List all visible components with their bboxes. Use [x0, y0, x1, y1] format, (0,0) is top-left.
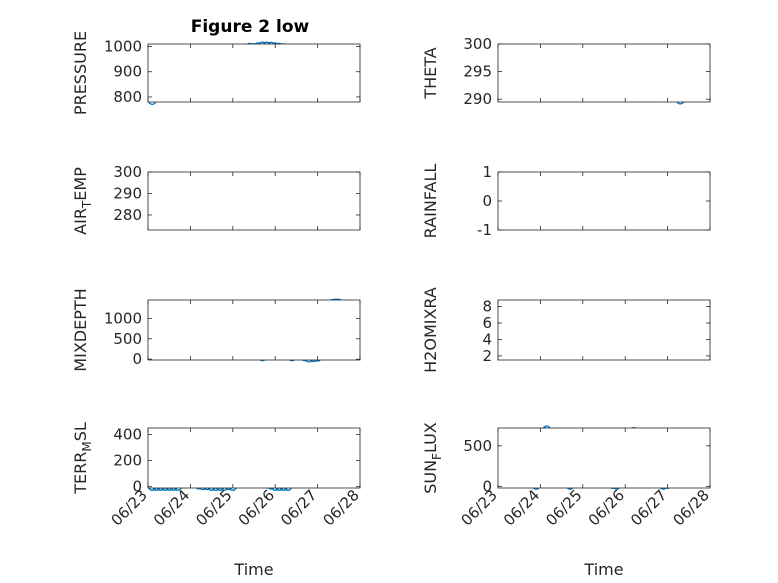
y-tick-label: 500 [113, 330, 142, 348]
y-tick-label: 900 [113, 63, 142, 81]
subplot-air-temp: 280 290 300 AIRTEMP [71, 163, 361, 235]
y-axis-label: TERRMSL [71, 422, 94, 495]
axes-frame [497, 171, 711, 231]
y-tick-label: 290 [113, 184, 142, 202]
y-tick-label: 290 [463, 90, 492, 108]
y-tick-label: 280 [113, 206, 142, 224]
figure-title: Figure 2 low [191, 17, 310, 37]
subplot-theta: 290 295 300 THETA [421, 35, 711, 108]
y-tick-label: 0 [482, 192, 492, 210]
y-axis-label: AIRTEMP [71, 167, 94, 235]
y-tick-label: 800 [113, 88, 142, 106]
y-tick-label: 200 [113, 452, 142, 470]
y-tick-label: 300 [113, 163, 142, 181]
y-tick-label: 1000 [104, 38, 142, 56]
x-tick-label: 06/27 [627, 486, 670, 529]
y-axis-label: THETA [421, 47, 440, 99]
x-tick-label: 06/26 [585, 486, 628, 529]
axes-frame [497, 299, 711, 361]
x-tick-label: 06/25 [192, 486, 235, 529]
axes-frame [147, 427, 361, 489]
y-tick-label: 4 [482, 330, 492, 348]
y-tick-label: -1 [477, 221, 492, 239]
y-tick-label: 0 [132, 350, 142, 368]
x-tick-label: 06/26 [235, 486, 278, 529]
subplot-rainfall: -1 0 1 RAINFALL [421, 163, 711, 239]
x-tick-label: 06/27 [277, 486, 320, 529]
x-tick-label: 06/24 [500, 486, 543, 529]
y-tick-label: 1 [482, 163, 492, 181]
y-tick-label: 8 [482, 298, 492, 316]
y-axis-label: PRESSURE [71, 31, 90, 115]
y-tick-label: 2 [482, 347, 492, 365]
y-axis-label: MIXDEPTH [71, 288, 90, 371]
axes-frame [147, 299, 361, 361]
y-axis-label: H2OMIXRA [421, 287, 440, 373]
x-tick-label: 06/23 [458, 486, 501, 529]
x-tick-label: 06/28 [320, 486, 363, 529]
subplot-sun-flux: 0 500 06/23 06/24 06/25 06/26 06/27 06/28 Time SU… [421, 422, 713, 579]
x-tick-label: 06/28 [670, 486, 713, 529]
axes-frame [147, 43, 361, 103]
subplot-mixdepth: 0 500 1000 MIXDEPTH [71, 288, 361, 372]
y-axis-label: RAINFALL [421, 164, 440, 239]
y-tick-label: 295 [463, 63, 492, 81]
y-tick-label: 1000 [104, 309, 142, 327]
x-axis-label: Time [233, 560, 273, 579]
axes-frame [497, 427, 711, 489]
x-tick-label: 06/23 [108, 486, 151, 529]
subplot-pressure: 800 900 1000 PRESSURE [71, 31, 361, 115]
y-tick-label: 0 [482, 477, 492, 495]
y-tick-label: 6 [482, 314, 492, 332]
x-tick-label: 06/24 [150, 486, 193, 529]
y-tick-label: 400 [113, 426, 142, 444]
y-tick-label: 0 [132, 478, 142, 496]
y-tick-label: 300 [463, 35, 492, 53]
axes-frame [147, 171, 361, 231]
y-axis-label: SUNFLUX [421, 422, 444, 494]
x-tick-label: 06/25 [542, 486, 585, 529]
x-axis-label: Time [583, 560, 623, 579]
axes-frame [497, 43, 711, 103]
subplot-terr-msl: 0 200 400 06/23 06/24 06/25 06/26 06/27 06/28 Tim… [71, 422, 363, 579]
y-tick-label: 500 [463, 437, 492, 455]
